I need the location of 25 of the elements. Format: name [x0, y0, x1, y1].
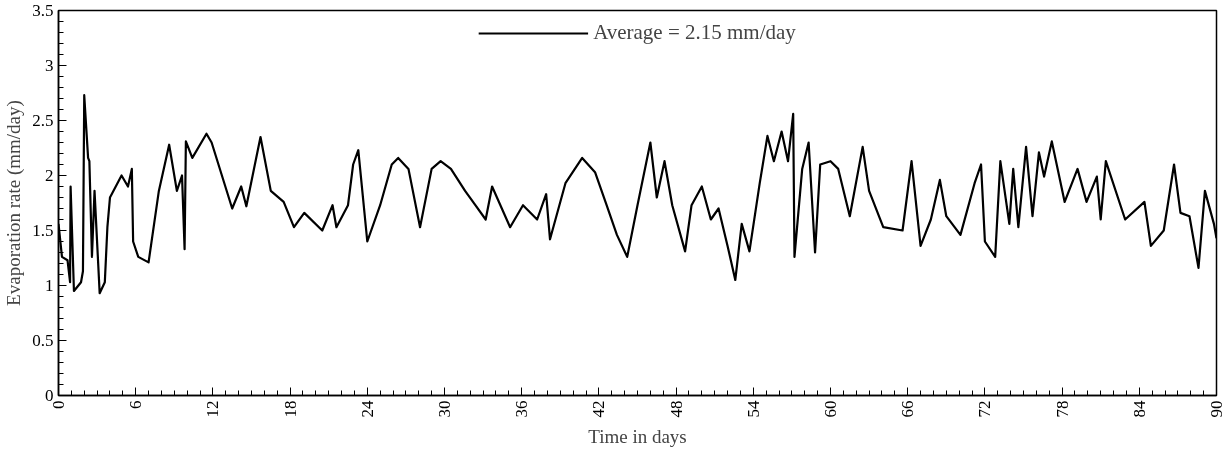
y-tick-label: 1 — [45, 276, 54, 295]
x-tick-label: 30 — [435, 400, 454, 418]
y-tick-label: 3 — [45, 56, 54, 75]
x-tick-label: 6 — [126, 400, 146, 409]
y-tick-label: 2.5 — [32, 111, 54, 130]
x-tick-label: 90 — [1207, 400, 1226, 418]
x-tick-label: 60 — [821, 400, 840, 418]
text: Average = 2.15 mm/day — [593, 20, 796, 45]
y-tick-label: 2 — [45, 166, 54, 185]
x-tick-label: 84 — [1129, 400, 1149, 418]
y-tick-label: 1.5 — [32, 221, 54, 240]
x-tick-label: 36 — [512, 400, 532, 418]
x-tick-label: 18 — [280, 400, 300, 418]
x-tick-label: 24 — [357, 400, 377, 418]
y-tick-label: 0.5 — [32, 331, 54, 350]
y-tick-label: 3.5 — [32, 1, 54, 20]
x-tick-label: 42 — [589, 400, 609, 418]
x-tick-label: 66 — [898, 400, 918, 418]
x-tick-label: 12 — [203, 400, 223, 418]
x-tick-label: 54 — [743, 400, 763, 418]
x-tick-label: 72 — [975, 400, 995, 418]
x-tick-label: 78 — [1052, 400, 1072, 418]
y-axis-title: Evaporation rate (mm/day) — [3, 100, 26, 306]
x-axis-title: Time in days — [588, 425, 687, 447]
x-tick-label: 48 — [666, 400, 686, 418]
